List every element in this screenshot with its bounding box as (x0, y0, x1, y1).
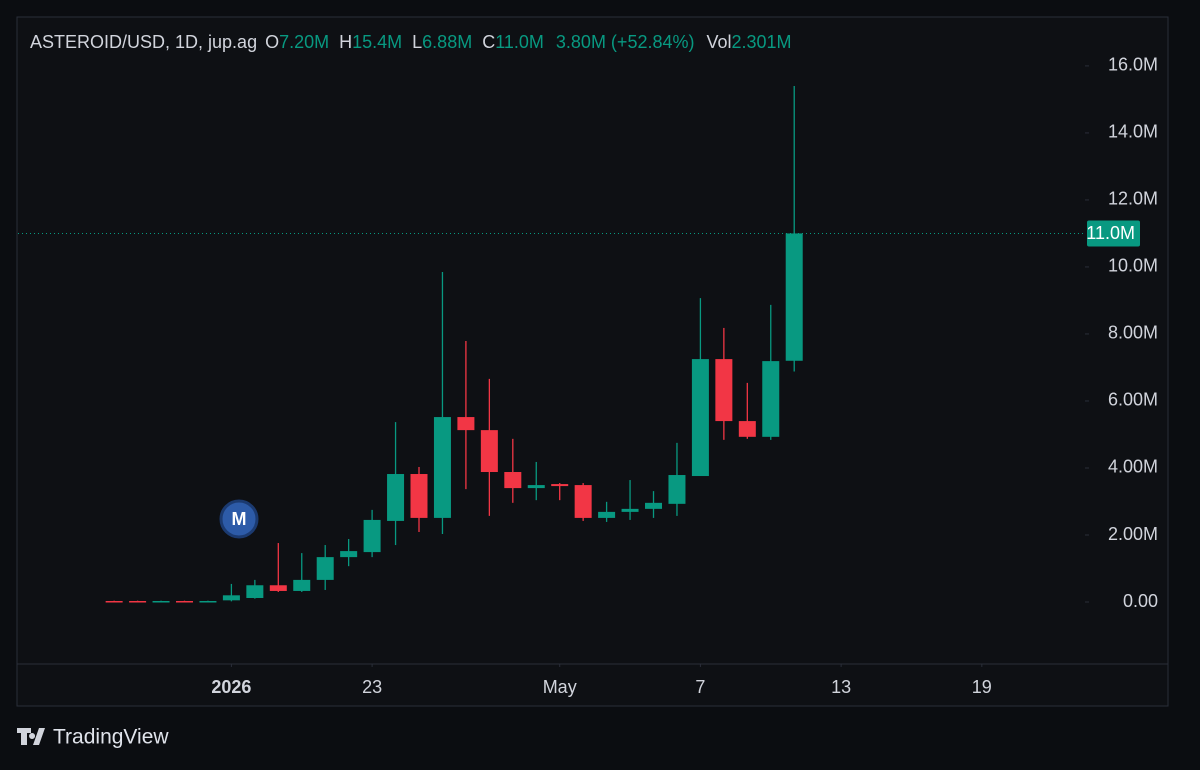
candle-body (222, 595, 240, 601)
event-marker-label: M (232, 509, 247, 529)
chart-frame (16, 16, 1169, 707)
x-tick-label: 19 (972, 677, 992, 697)
logo (17, 728, 45, 745)
y-tick-label: 14.0M (1108, 122, 1158, 142)
header-change: 3.80M (+52.84%) (556, 32, 695, 52)
candle-body (175, 601, 193, 603)
candle-body (480, 430, 498, 473)
brand-text: TradingView (53, 726, 169, 749)
header-vol-val: 2.301M (732, 32, 792, 52)
candle-body (105, 601, 123, 603)
legend-header: ASTEROID/USD, 1D, jup.ag O7.20M H15.4M L6.8… (30, 32, 792, 52)
header-o-key: O (265, 32, 279, 52)
y-tick-label: 0.00 (1123, 591, 1158, 611)
y-tick-label: 12.0M (1108, 189, 1158, 209)
header-l-val: 6.88M (422, 32, 472, 52)
candle-body (410, 474, 428, 518)
event-marker (219, 499, 259, 539)
candle-body (621, 508, 639, 512)
header-symbol: ASTEROID/USD, 1D, jup.ag (30, 32, 257, 52)
candle-body (246, 585, 264, 598)
candle-body (152, 601, 170, 603)
last-price-label: 11.0M (1086, 223, 1135, 243)
header-h-key: H (339, 32, 352, 52)
x-tick-label: May (543, 677, 577, 697)
candle-body (645, 502, 663, 509)
y-tick-label: 16.0M (1108, 55, 1158, 75)
candle-body (785, 233, 803, 361)
candle-body (316, 557, 334, 580)
candle-body (527, 485, 545, 489)
header-c-val: 11.0M (495, 32, 544, 52)
candle-body (574, 485, 592, 518)
candle-body (504, 472, 522, 489)
candle-body (433, 417, 451, 518)
candle-body (363, 519, 381, 553)
y-tick-label: 6.00M (1108, 390, 1158, 410)
candle-body (551, 484, 569, 487)
candle-body (738, 421, 756, 437)
candle-body (293, 579, 311, 591)
branding: TradingView (17, 726, 169, 749)
x-tick-label: 13 (831, 677, 851, 697)
candle-body (387, 474, 405, 521)
candle-body (129, 601, 147, 603)
x-tick-label: 23 (362, 677, 382, 697)
header-text: ASTEROID/USD, 1D, jup.ag O7.20M H15.4M L6.8… (30, 32, 792, 52)
candle-body (340, 551, 358, 558)
y-tick-label: 4.00M (1108, 457, 1158, 477)
candle-body (715, 359, 733, 422)
plot: 0.00 2.00M 4.00M 6.00M 8.00M 10.0M 12.0M 14.0M 1… (18, 55, 1158, 697)
candle-body (269, 585, 287, 591)
y-tick-label: 8.00M (1108, 323, 1158, 343)
x-tick-label: 7 (695, 677, 705, 697)
candle-body (668, 475, 686, 504)
candle-body (691, 359, 709, 477)
header-vol-key: Vol (706, 32, 731, 52)
candle-body (457, 417, 475, 431)
candle-body (199, 601, 217, 603)
y-tick-label: 2.00M (1108, 524, 1158, 544)
header-c-key: C (482, 32, 495, 52)
candle-body (598, 511, 616, 518)
header-h-val: 15.4M (352, 32, 402, 52)
last-price-badge (1087, 220, 1140, 247)
x-tick-label: 2026 (211, 677, 251, 697)
header-o-val: 7.20M (279, 32, 329, 52)
header-l-key: L (412, 32, 422, 52)
y-tick-label: 10.0M (1108, 256, 1158, 276)
candle-body (762, 361, 780, 437)
